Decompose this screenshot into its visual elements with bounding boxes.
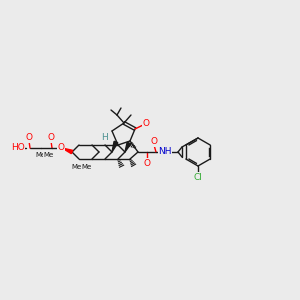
Polygon shape	[112, 141, 118, 152]
Polygon shape	[125, 142, 131, 152]
Text: HO: HO	[11, 143, 25, 152]
Text: H: H	[102, 134, 108, 142]
Text: Me: Me	[43, 152, 53, 158]
Text: O: O	[26, 134, 32, 142]
Text: H: H	[102, 134, 108, 142]
Text: Me: Me	[72, 164, 82, 170]
Text: O: O	[58, 143, 64, 152]
Text: O: O	[143, 158, 151, 167]
Text: Me: Me	[81, 164, 91, 170]
Text: Cl: Cl	[194, 172, 202, 182]
Text: O: O	[151, 137, 158, 146]
Polygon shape	[62, 148, 73, 154]
Text: Me: Me	[36, 152, 46, 158]
Text: NH: NH	[158, 148, 172, 157]
Text: O: O	[47, 134, 55, 142]
Text: O: O	[142, 119, 149, 128]
